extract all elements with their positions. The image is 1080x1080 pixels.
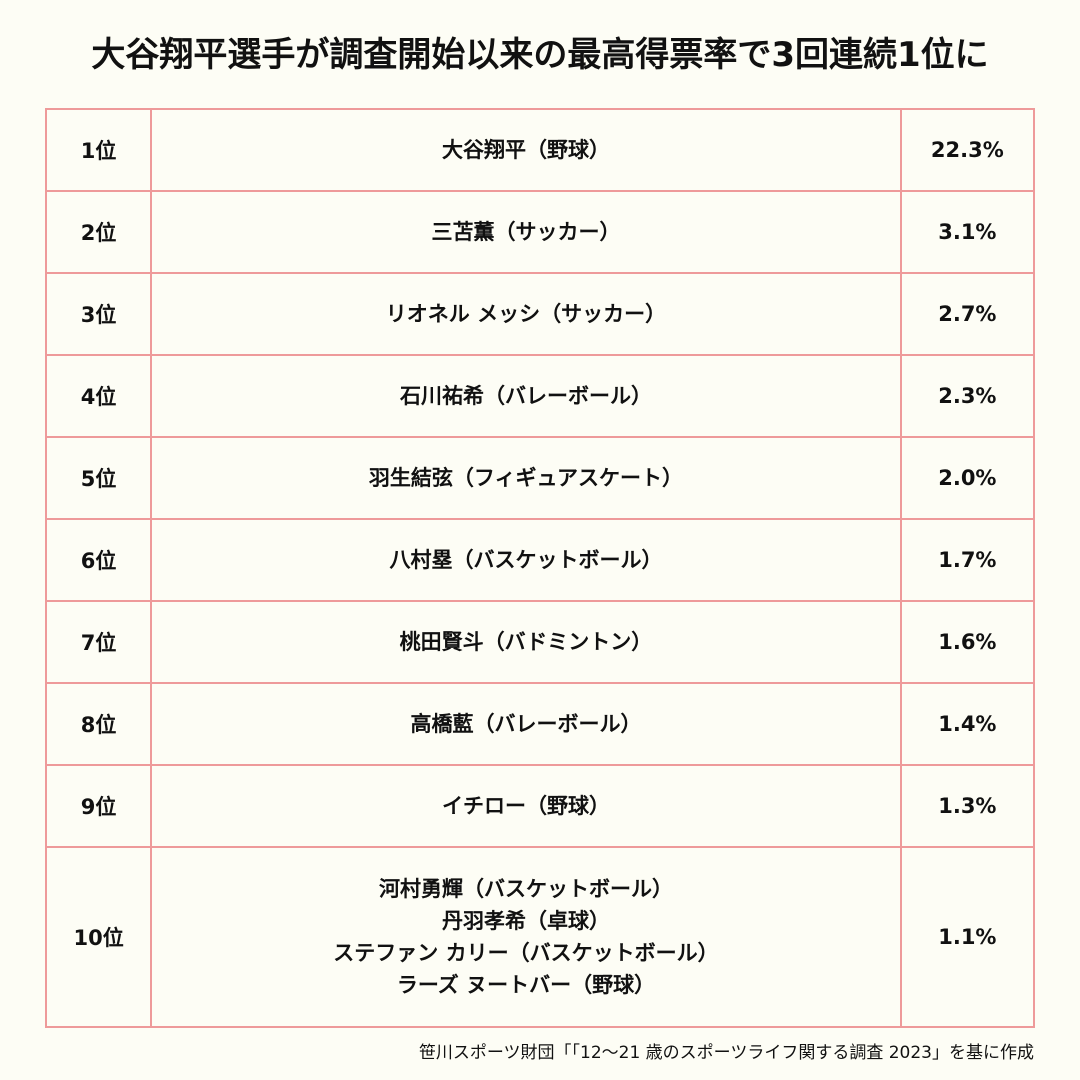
percent-cell: 2.3% [899,354,1036,438]
ranking-table: 1位 大谷翔平（野球） 22.3% 2位 三苫薫（サッカー） 3.1% 3位 リ… [44,108,1036,1028]
table-row: 7位 桃田賢斗（バドミントン） 1.6% [44,600,1036,684]
athlete-name: ラーズ ヌートバー（野球） [396,973,656,997]
athlete-cell: 三苫薫（サッカー） [150,190,902,274]
athlete-cell: 桃田賢斗（バドミントン） [150,600,902,684]
rank-cell: 1位 [44,108,153,192]
athlete-name: 三苫薫（サッカー） [431,220,621,244]
athlete-cell: イチロー（野球） [150,764,902,848]
table-row: 4位 石川祐希（バレーボール） 2.3% [44,354,1036,438]
source-note: 笹川スポーツ財団「「12〜21 歳のスポーツライフ関する調査 2023」を基に作… [418,1043,1034,1063]
rank-cell: 7位 [44,600,153,684]
table-row: 3位 リオネル メッシ（サッカー） 2.7% [44,272,1036,356]
athlete-name: 河村勇輝（バスケットボール） [378,877,673,901]
percent-cell: 1.4% [899,682,1036,766]
percent-cell: 3.1% [899,190,1036,274]
rank-cell: 10位 [44,846,153,1028]
table-row: 6位 八村塁（バスケットボール） 1.7% [44,518,1036,602]
athlete-name: 桃田賢斗（バドミントン） [399,630,653,654]
table-row: 5位 羽生結弦（フィギュアスケート） 2.0% [44,436,1036,520]
athlete-cell: 石川祐希（バレーボール） [150,354,902,438]
athlete-name: 石川祐希（バレーボール） [399,384,652,408]
athlete-name: 羽生結弦（フィギュアスケート） [368,466,684,490]
table-row: 8位 高橋藍（バレーボール） 1.4% [44,682,1036,766]
athlete-name: イチロー（野球） [441,794,610,818]
table-row: 10位 河村勇輝（バスケットボール） 丹羽孝希（卓球） ステファン カリー（バス… [44,846,1036,1028]
rank-cell: 6位 [44,518,153,602]
percent-cell: 2.7% [899,272,1036,356]
athlete-name: 高橋藍（バレーボール） [410,712,642,736]
table-row: 9位 イチロー（野球） 1.3% [44,764,1036,848]
percent-cell: 1.7% [899,518,1036,602]
percent-cell: 1.6% [899,600,1036,684]
percent-cell: 1.1% [899,846,1036,1028]
athlete-name: リオネル メッシ（サッカー） [385,302,667,326]
athlete-cell: 河村勇輝（バスケットボール） 丹羽孝希（卓球） ステファン カリー（バスケットボ… [150,846,902,1028]
rank-cell: 8位 [44,682,153,766]
percent-cell: 22.3% [899,108,1036,192]
athlete-name: 大谷翔平（野球） [441,138,610,162]
athlete-name: 八村塁（バスケットボール） [389,548,663,572]
athlete-cell: 羽生結弦（フィギュアスケート） [150,436,902,520]
athlete-cell: 大谷翔平（野球） [150,108,902,192]
athlete-name: 丹羽孝希（卓球） [441,909,610,933]
athlete-name: ステファン カリー（バスケットボール） [333,941,719,965]
athlete-cell: 八村塁（バスケットボール） [150,518,902,602]
athlete-cell: リオネル メッシ（サッカー） [150,272,902,356]
table-row: 1位 大谷翔平（野球） 22.3% [44,108,1036,192]
rank-cell: 2位 [44,190,153,274]
rank-cell: 5位 [44,436,153,520]
rank-cell: 4位 [44,354,153,438]
table-row: 2位 三苫薫（サッカー） 3.1% [44,190,1036,274]
percent-cell: 1.3% [899,764,1036,848]
athlete-cell: 高橋藍（バレーボール） [150,682,902,766]
rank-cell: 9位 [44,764,153,848]
rank-cell: 3位 [44,272,153,356]
page-title: 大谷翔平選手が調査開始以来の最高得票率で3回連続1位に [91,35,989,75]
percent-cell: 2.0% [899,436,1036,520]
